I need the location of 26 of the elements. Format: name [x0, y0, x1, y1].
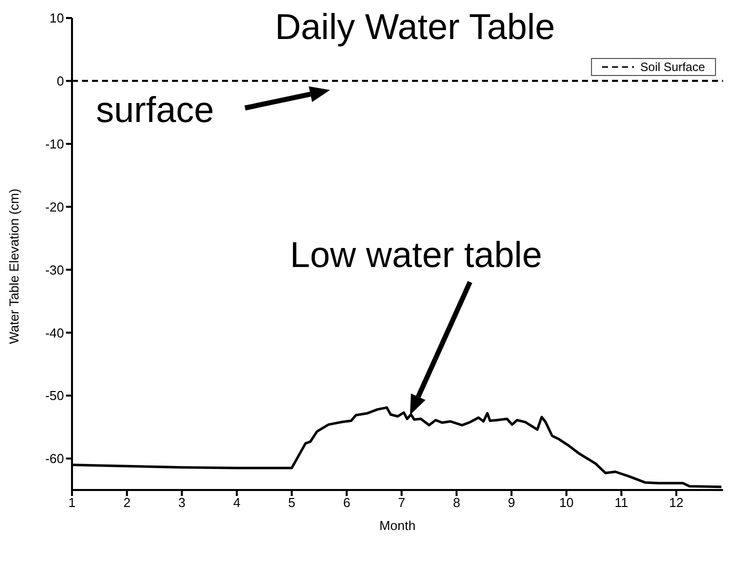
x-tick-label: 6 — [343, 495, 350, 510]
y-tick-label: -30 — [45, 262, 64, 278]
annotation: Low water table — [290, 234, 542, 275]
y-tick-label: -10 — [45, 136, 64, 152]
x-tick-label: 8 — [452, 495, 460, 510]
x-tick-label: 9 — [508, 495, 516, 510]
x-tick-label: 5 — [288, 495, 296, 510]
y-axis-title: Water Table Elevation (cm) — [6, 188, 22, 344]
y-tick-label: 10 — [50, 10, 64, 26]
annotation: surface — [96, 89, 214, 130]
x-tick-label: 3 — [178, 495, 186, 510]
x-tick-label: 10 — [559, 495, 574, 510]
x-tick-label: 12 — [669, 495, 684, 510]
chart-title: Daily Water Table — [274, 6, 556, 48]
y-tick-label: -50 — [45, 388, 64, 404]
legend-label: Soil Surface — [640, 60, 705, 74]
x-tick-label: 11 — [614, 495, 628, 510]
x-tick-label: 1 — [68, 495, 76, 510]
y-tick-label: -40 — [45, 325, 64, 340]
x-tick-label: 7 — [398, 495, 406, 510]
x-tick-label: 2 — [123, 495, 131, 510]
x-tick-label: 4 — [233, 495, 240, 510]
y-tick-label: 0 — [56, 74, 64, 89]
x-axis-title: Month — [379, 518, 416, 533]
y-tick-label: -20 — [45, 199, 64, 214]
y-tick-label: -60 — [45, 451, 64, 466]
